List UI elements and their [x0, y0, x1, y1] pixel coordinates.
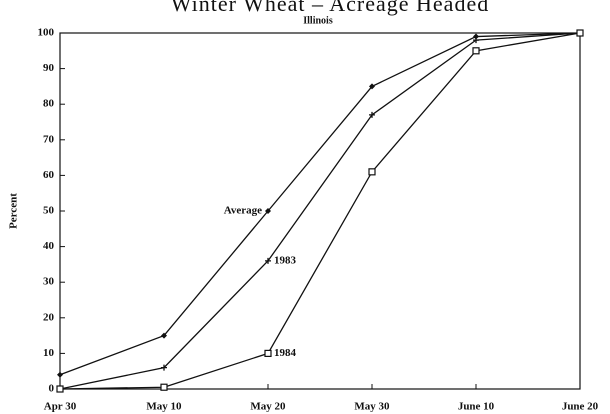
- x-tick-label: June 10: [458, 401, 495, 413]
- y-tick-label: 70: [43, 133, 55, 145]
- marker-plus: [265, 257, 271, 264]
- y-tick-label: 10: [43, 347, 55, 359]
- series-label: Average: [224, 205, 262, 217]
- x-tick-label: Apr 30: [44, 401, 77, 413]
- x-tick-label: May 20: [250, 401, 286, 413]
- marker-diamond: [265, 208, 271, 214]
- series-label: 1984: [274, 347, 297, 359]
- series-line: [59, 32, 581, 390]
- y-tick-label: 0: [49, 383, 55, 395]
- y-tick-label: 60: [43, 169, 55, 181]
- x-tick-label: June 20: [562, 401, 599, 413]
- marker-diamond: [161, 332, 167, 339]
- plot-frame: [59, 32, 581, 390]
- marker-diamond: [473, 33, 479, 40]
- marker-square: [56, 385, 64, 393]
- y-axis-label: Percent: [8, 193, 20, 229]
- marker-square: [368, 168, 376, 176]
- marker-plus: [161, 364, 167, 371]
- y-tick-label: 20: [43, 311, 55, 323]
- x-tick-label: May 10: [146, 401, 182, 413]
- marker-diamond: [369, 83, 375, 90]
- x-tick-label: May 30: [354, 401, 390, 413]
- series-label: 1983: [274, 254, 297, 266]
- marker-plus: [473, 37, 479, 44]
- marker-square: [264, 349, 272, 357]
- y-tick-label: 80: [43, 98, 55, 110]
- y-tick-label: 30: [43, 276, 55, 288]
- marker-diamond: [57, 371, 63, 378]
- series-line: [59, 32, 581, 376]
- chart-subtitle: Illinois: [303, 15, 333, 26]
- y-tick-label: 50: [43, 205, 55, 217]
- chart-title: Winter Wheat – Acreage Headed: [171, 0, 489, 16]
- marker-plus: [369, 111, 375, 118]
- y-tick-label: 100: [38, 27, 55, 39]
- marker-square: [576, 29, 584, 37]
- y-tick-label: 40: [43, 240, 55, 252]
- marker-square: [472, 47, 480, 55]
- y-tick-label: 90: [43, 62, 55, 74]
- series-line: [59, 32, 581, 390]
- marker-square: [160, 383, 168, 391]
